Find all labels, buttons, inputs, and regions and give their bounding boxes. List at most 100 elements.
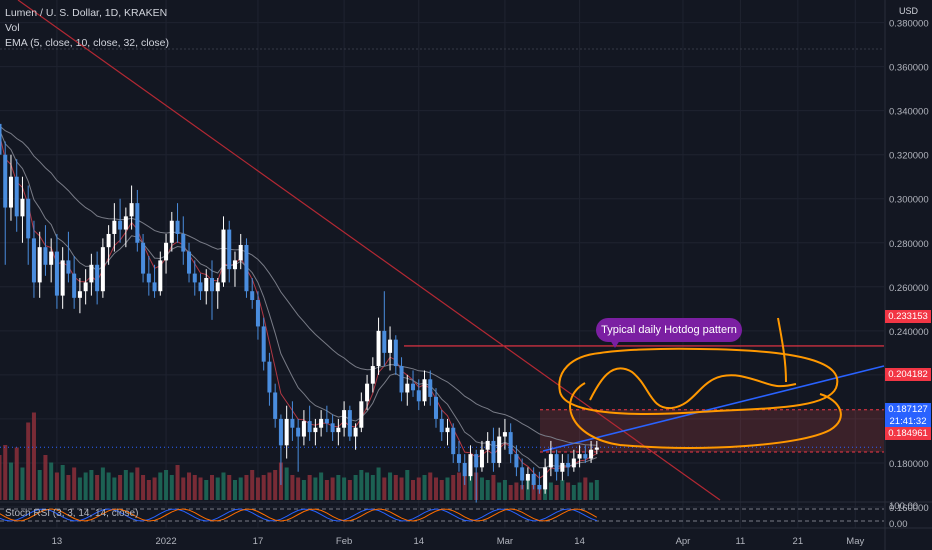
volume-bar — [560, 480, 565, 500]
candle-body — [255, 300, 260, 327]
time-tick-label: Apr — [676, 536, 691, 547]
volume-bar — [60, 465, 65, 500]
volume-bar — [89, 470, 94, 500]
candle-body — [520, 467, 525, 481]
candle-body — [479, 449, 484, 468]
volume-bar — [594, 480, 599, 500]
volume-bar — [49, 462, 54, 500]
volume-bar — [456, 472, 461, 500]
hand-drawn-tick — [777, 317, 787, 383]
candle-body — [393, 339, 398, 367]
volume-bar — [583, 477, 588, 500]
volume-bar — [273, 470, 278, 500]
volume-bar — [520, 485, 525, 500]
time-tick-label: Feb — [336, 536, 352, 547]
candle-body — [146, 273, 151, 283]
candle-body — [502, 432, 507, 437]
candle-body — [238, 244, 243, 261]
volume-bar — [8, 462, 13, 500]
volume-bar — [83, 472, 88, 500]
candle-body — [164, 242, 169, 261]
volume-bar — [451, 475, 456, 500]
volume-bar — [175, 465, 180, 500]
candle-body — [353, 427, 358, 437]
candle-body — [261, 326, 266, 362]
time-tick-label: 17 — [253, 536, 264, 547]
candle-body — [26, 198, 31, 239]
volume-bar — [554, 485, 559, 500]
candle-body — [382, 330, 387, 353]
candle-body — [221, 229, 226, 283]
volume-bar — [158, 472, 163, 500]
candle-body — [433, 396, 439, 419]
candle-body — [531, 473, 536, 485]
volume-bar — [267, 472, 272, 500]
volume-bar — [244, 475, 249, 500]
candle-body — [77, 291, 82, 298]
volume-bar — [54, 472, 59, 500]
candle-body — [537, 484, 542, 490]
volume-bar — [232, 480, 237, 500]
candle-body — [43, 247, 48, 265]
volume-bar — [164, 470, 169, 500]
volume-bar — [347, 480, 352, 500]
annotation-callout[interactable]: Typical daily Hotdog pattern — [596, 318, 742, 348]
volume-bar — [462, 470, 467, 500]
candle-body — [497, 436, 502, 463]
volume-bar — [508, 485, 513, 500]
candle-body — [244, 244, 249, 292]
candle-body — [359, 401, 364, 428]
volume-bar — [204, 480, 209, 500]
candle-body — [508, 432, 513, 455]
volume-bar — [577, 482, 582, 500]
candle-body — [416, 390, 421, 402]
candle-body — [330, 423, 335, 433]
stoch-k-line — [0, 508, 597, 522]
candle-body — [106, 233, 111, 248]
volume-bar — [72, 467, 77, 500]
volume-bar — [37, 470, 42, 500]
candle-body — [152, 282, 157, 292]
time-tick-label: 14 — [413, 536, 424, 547]
candle-body — [129, 203, 134, 217]
volume-bar — [0, 455, 2, 500]
candle-body — [583, 454, 588, 459]
time-tick-label: 21 — [793, 536, 804, 547]
volume-bar — [118, 475, 123, 500]
volume-bar — [296, 477, 301, 500]
volume-bar — [502, 480, 507, 500]
ema-indicator-label[interactable]: EMA (5, close, 10, close, 32, close) — [5, 37, 169, 49]
volume-bar — [146, 480, 151, 500]
candle-body — [405, 383, 410, 393]
volume-bar — [284, 467, 289, 500]
current-price-tag: 0.187127 — [885, 403, 931, 416]
candle-body — [72, 273, 77, 298]
volume-bar — [192, 475, 197, 500]
volume-bar — [376, 467, 381, 500]
volume-bar — [227, 475, 232, 500]
volume-bar — [319, 472, 324, 500]
volume-bar — [261, 475, 266, 500]
stoch-rsi-label[interactable]: Stoch RSI (3, 3, 14, 14, close) — [5, 508, 139, 519]
candle-body — [324, 418, 329, 424]
candle-body — [571, 458, 576, 468]
candle-body — [514, 454, 519, 468]
volume-bar — [129, 472, 134, 500]
price-tick-label: 0.280000 — [889, 239, 929, 250]
candle-body — [342, 410, 347, 428]
volume-bar — [215, 477, 220, 500]
candle-body — [49, 251, 54, 265]
candle-body — [209, 278, 215, 292]
candle-body — [411, 383, 416, 391]
price-tick-label: 0.360000 — [889, 63, 929, 74]
volume-bar — [416, 477, 421, 500]
symbol-title[interactable]: Lumen / U. S. Dollar, 1D, KRAKEN — [5, 7, 168, 19]
volume-indicator-label[interactable]: Vol — [5, 22, 20, 34]
candle-body — [365, 383, 370, 402]
price-tick-label: 0.240000 — [889, 327, 929, 338]
candle-body — [267, 361, 272, 393]
candle-body — [158, 260, 163, 292]
candle-body — [474, 454, 479, 468]
